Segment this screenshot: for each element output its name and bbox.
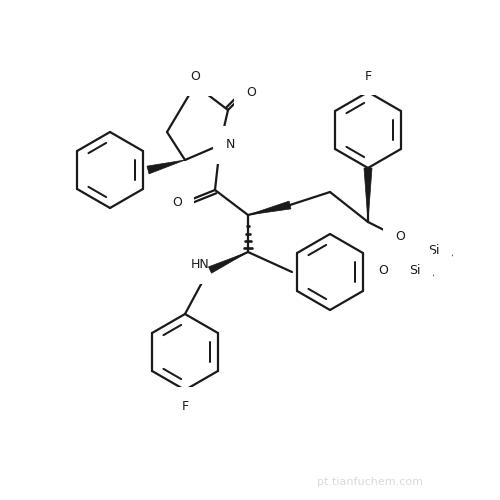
Text: HN: HN bbox=[190, 258, 210, 272]
Text: O: O bbox=[378, 264, 388, 278]
Text: O: O bbox=[395, 230, 405, 243]
Polygon shape bbox=[208, 252, 248, 273]
Polygon shape bbox=[147, 160, 185, 174]
Text: N: N bbox=[226, 138, 234, 151]
Text: O: O bbox=[172, 196, 182, 208]
Text: O: O bbox=[190, 70, 200, 84]
Text: F: F bbox=[182, 400, 188, 412]
Text: Si: Si bbox=[409, 264, 421, 278]
Polygon shape bbox=[248, 201, 291, 215]
Polygon shape bbox=[364, 168, 372, 222]
Text: Si: Si bbox=[428, 244, 440, 258]
Text: pt.tianfuchem.com: pt.tianfuchem.com bbox=[317, 477, 423, 487]
Text: O: O bbox=[246, 86, 256, 99]
Text: F: F bbox=[364, 70, 372, 82]
